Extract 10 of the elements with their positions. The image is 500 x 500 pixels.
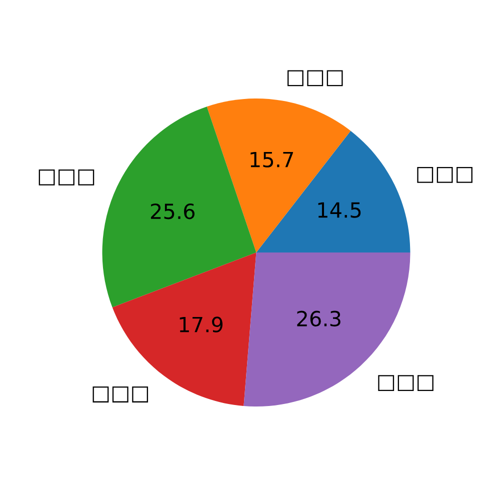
data-label: 17.9 — [180, 316, 222, 332]
slice-label: □□□ — [38, 169, 94, 186]
data-label: 15.7 — [250, 152, 293, 168]
data-label: 26.3 — [297, 310, 340, 326]
slice-label: □□□ — [417, 166, 472, 183]
slice-label: □□□ — [378, 375, 434, 392]
data-label: 14.5 — [318, 202, 361, 218]
slice-label: □□□ — [92, 386, 148, 402]
data-label: 25.6 — [150, 203, 195, 220]
slice-label: □□□ — [287, 70, 343, 86]
